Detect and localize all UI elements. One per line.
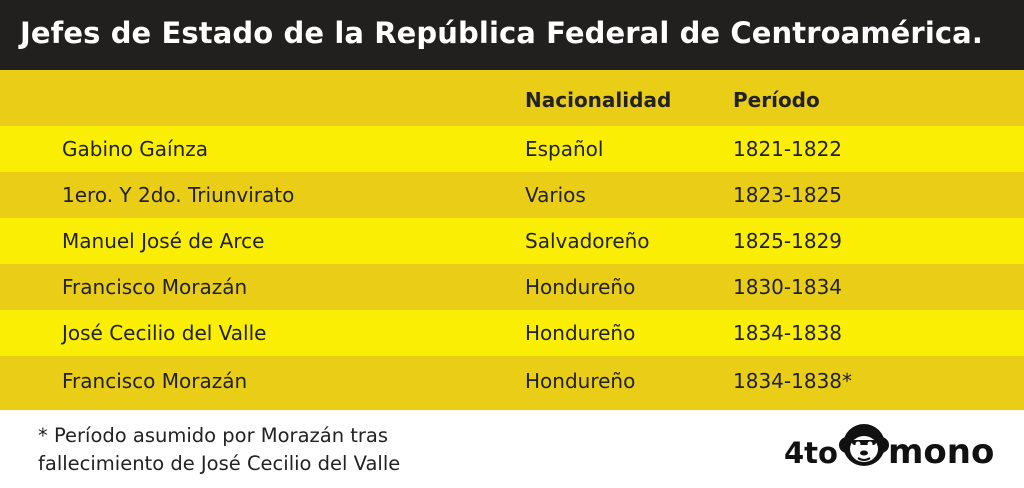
cell-period: 1834-1838 [733,321,843,345]
cell-nationality: Español [525,137,604,161]
table-row: Gabino Gaínza Español 1821-1822 [0,126,1024,172]
cell-name: Gabino Gaínza [62,137,209,161]
page-title: Jefes de Estado de la República Federal … [20,16,983,50]
table-header-row: Nacionalidad Período [0,70,1024,126]
footnote: * Período asumido por Morazán tras falle… [38,422,400,478]
footnote-line-2: fallecimiento de José Cecilio del Valle [38,452,401,475]
table-row: Francisco Morazán Hondureño 1834-1838* [0,356,1024,410]
header-period: Período [733,88,820,112]
footnote-line-1: * Período asumido por Morazán tras [38,424,389,447]
cell-name: Manuel José de Arce [62,229,265,253]
cell-name: Francisco Morazán [62,369,248,393]
logo-text-right: mono [888,432,994,472]
cell-period: 1823-1825 [733,183,843,207]
cell-name: 1ero. Y 2do. Triunvirato [62,183,295,207]
cell-name: José Cecilio del Valle [62,321,267,345]
table-row: José Cecilio del Valle Hondureño 1834-18… [0,310,1024,356]
table-row: Francisco Morazán Hondureño 1830-1834 [0,264,1024,310]
cell-period: 1821-1822 [733,137,843,161]
table-row: Manuel José de Arce Salvadoreño 1825-182… [0,218,1024,264]
logo-text-left: 4to [784,436,838,470]
table-row: 1ero. Y 2do. Triunvirato Varios 1823-182… [0,172,1024,218]
heads-of-state-table: Nacionalidad Período Gabino Gaínza Españ… [0,70,1024,410]
monkey-face-icon [839,424,889,466]
cell-nationality: Salvadoreño [525,229,650,253]
cell-nationality: Hondureño [525,321,636,345]
cell-nationality: Hondureño [525,369,636,393]
cell-period: 1834-1838* [733,369,853,393]
cell-period: 1825-1829 [733,229,843,253]
cell-nationality: Hondureño [525,275,636,299]
4tomono-logo: 4to mono [784,424,994,472]
cell-name: Francisco Morazán [62,275,248,299]
header-nationality: Nacionalidad [525,88,672,112]
title-bar: Jefes de Estado de la República Federal … [0,0,1024,70]
cell-nationality: Varios [525,183,586,207]
cell-period: 1830-1834 [733,275,843,299]
